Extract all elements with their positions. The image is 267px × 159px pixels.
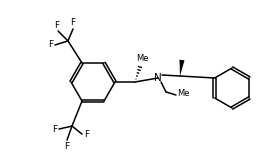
Text: F: F: [84, 130, 89, 138]
Polygon shape: [179, 60, 184, 76]
Text: F: F: [64, 142, 70, 151]
Text: F: F: [48, 40, 53, 49]
Text: Me: Me: [136, 54, 148, 63]
Text: N: N: [154, 73, 162, 83]
Text: F: F: [70, 18, 76, 27]
Text: F: F: [52, 124, 57, 134]
Text: Me: Me: [177, 90, 190, 98]
Text: F: F: [54, 21, 60, 30]
